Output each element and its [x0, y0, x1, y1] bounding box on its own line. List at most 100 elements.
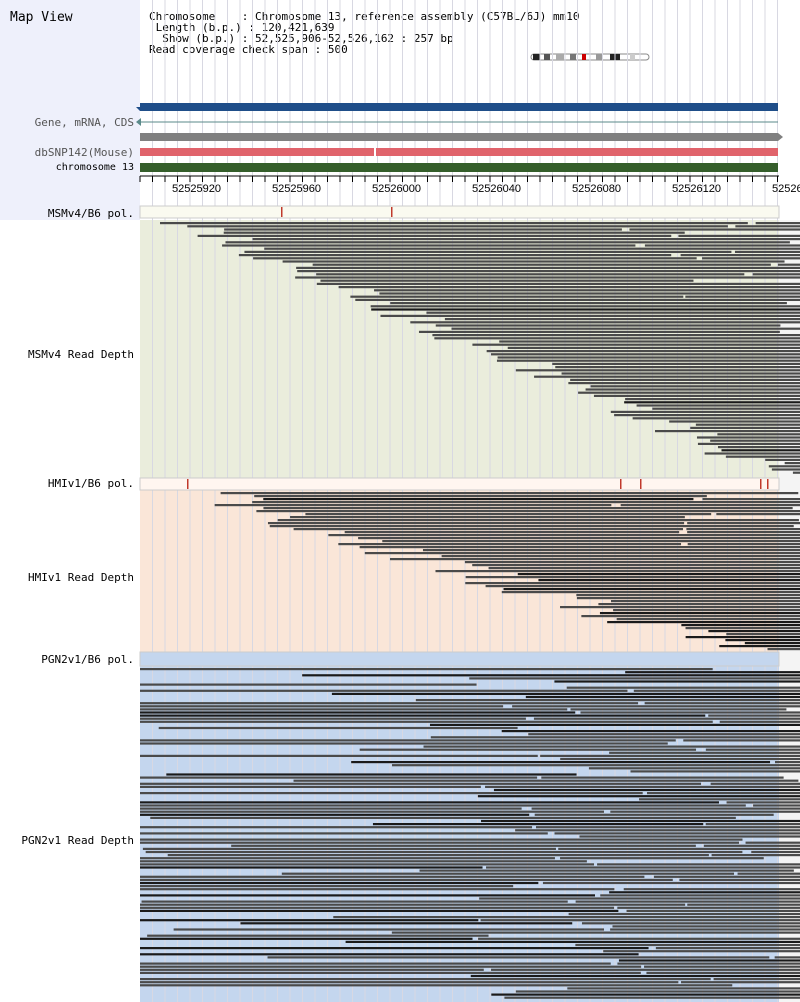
read-alignment[interactable]: [372, 823, 704, 826]
read-alignment[interactable]: [167, 854, 709, 857]
read-alignment[interactable]: [680, 254, 800, 257]
read-alignment[interactable]: [585, 388, 800, 391]
read-alignment[interactable]: [681, 624, 800, 627]
read-alignment[interactable]: [140, 776, 538, 779]
read-alignment[interactable]: [515, 369, 800, 372]
read-alignment[interactable]: [554, 680, 800, 683]
read-alignment[interactable]: [784, 462, 800, 465]
read-alignment[interactable]: [140, 702, 639, 705]
read-alignment[interactable]: [570, 378, 800, 381]
read-alignment[interactable]: [371, 308, 800, 311]
dbsnp-bar[interactable]: [140, 148, 778, 156]
read-alignment[interactable]: [469, 677, 800, 680]
read-alignment[interactable]: [703, 844, 800, 847]
snp-marker[interactable]: [187, 479, 189, 489]
read-alignment[interactable]: [534, 375, 800, 378]
read-alignment[interactable]: [140, 838, 743, 841]
read-alignment[interactable]: [777, 263, 800, 266]
read-alignment[interactable]: [600, 894, 800, 897]
snp-marker[interactable]: [760, 479, 762, 489]
read-alignment[interactable]: [142, 847, 556, 850]
read-alignment[interactable]: [683, 739, 800, 742]
read-alignment[interactable]: [579, 835, 800, 838]
read-alignment[interactable]: [499, 340, 800, 343]
read-alignment[interactable]: [687, 522, 800, 525]
read-alignment[interactable]: [256, 510, 800, 513]
read-alignment[interactable]: [187, 225, 728, 228]
read-alignment[interactable]: [290, 516, 685, 519]
read-alignment[interactable]: [561, 372, 800, 375]
read-alignment[interactable]: [370, 305, 800, 308]
read-alignment[interactable]: [578, 391, 800, 394]
snp-marker[interactable]: [640, 479, 642, 489]
chromosome-bar[interactable]: [140, 163, 778, 172]
read-alignment[interactable]: [140, 962, 611, 965]
read-alignment[interactable]: [491, 993, 800, 996]
read-alignment[interactable]: [140, 826, 533, 829]
read-alignment[interactable]: [140, 863, 595, 866]
read-alignment[interactable]: [581, 615, 800, 618]
read-alignment[interactable]: [140, 984, 733, 987]
read-alignment[interactable]: [470, 974, 800, 978]
read-alignment[interactable]: [485, 785, 800, 788]
dbsnp-site[interactable]: [374, 148, 376, 156]
read-alignment[interactable]: [612, 925, 800, 928]
read-alignment[interactable]: [767, 648, 800, 651]
read-alignment[interactable]: [140, 810, 604, 813]
read-alignment[interactable]: [140, 742, 668, 745]
read-alignment[interactable]: [238, 254, 672, 257]
read-alignment[interactable]: [263, 507, 793, 510]
read-alignment[interactable]: [515, 990, 800, 993]
read-alignment[interactable]: [646, 792, 800, 795]
read-alignment[interactable]: [568, 912, 800, 916]
read-alignment[interactable]: [140, 906, 615, 909]
read-alignment[interactable]: [496, 359, 800, 362]
read-alignment[interactable]: [558, 847, 800, 850]
read-alignment[interactable]: [140, 804, 746, 807]
read-alignment[interactable]: [687, 903, 800, 906]
read-alignment[interactable]: [351, 761, 771, 764]
read-alignment[interactable]: [140, 785, 481, 788]
read-alignment[interactable]: [240, 922, 573, 925]
read-alignment[interactable]: [444, 318, 800, 321]
read-alignment[interactable]: [282, 260, 785, 263]
read-alignment[interactable]: [552, 362, 800, 365]
read-alignment[interactable]: [140, 832, 548, 835]
snp-marker[interactable]: [620, 479, 622, 489]
read-alignment[interactable]: [140, 888, 615, 891]
read-alignment[interactable]: [344, 531, 680, 534]
read-alignment[interactable]: [140, 981, 679, 984]
read-alignment[interactable]: [755, 222, 800, 225]
read-alignment[interactable]: [295, 276, 800, 279]
read-alignment[interactable]: [147, 934, 489, 937]
read-alignment[interactable]: [140, 708, 568, 711]
read-alignment[interactable]: [618, 959, 800, 962]
read-alignment[interactable]: [554, 832, 800, 835]
read-alignment[interactable]: [708, 714, 800, 717]
read-alignment[interactable]: [515, 829, 800, 832]
read-alignment[interactable]: [697, 442, 800, 445]
read-alignment[interactable]: [774, 761, 800, 764]
read-alignment[interactable]: [644, 702, 800, 705]
read-alignment[interactable]: [771, 468, 800, 471]
read-alignment[interactable]: [610, 928, 800, 931]
read-alignment[interactable]: [293, 779, 799, 782]
read-alignment[interactable]: [269, 525, 794, 528]
read-alignment[interactable]: [567, 987, 800, 990]
read-alignment[interactable]: [160, 222, 748, 225]
read-alignment[interactable]: [609, 751, 800, 754]
read-alignment[interactable]: [493, 788, 800, 792]
read-alignment[interactable]: [542, 881, 800, 885]
read-alignment[interactable]: [528, 733, 800, 736]
read-alignment[interactable]: [430, 736, 800, 739]
read-alignment[interactable]: [140, 668, 713, 671]
read-alignment[interactable]: [721, 449, 800, 452]
gene-bar-body[interactable]: [140, 103, 778, 111]
read-alignment[interactable]: [244, 250, 732, 253]
read-alignment[interactable]: [705, 748, 800, 751]
read-alignment[interactable]: [472, 564, 800, 567]
read-alignment[interactable]: [653, 875, 800, 878]
read-alignment[interactable]: [696, 436, 800, 439]
read-alignment[interactable]: [486, 350, 800, 353]
read-alignment[interactable]: [560, 606, 800, 609]
